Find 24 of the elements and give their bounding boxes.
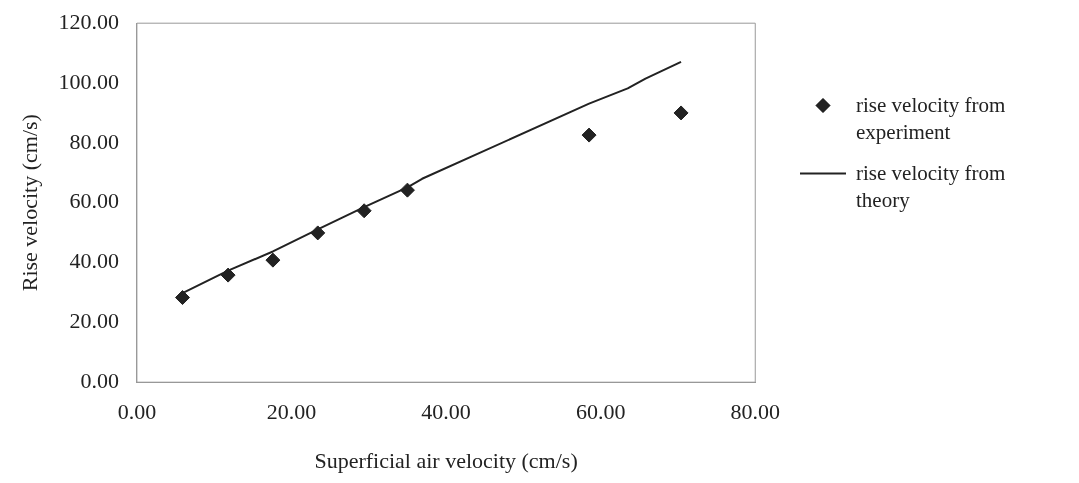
point (220, 267, 236, 283)
y-tick-label: 80.00 (69, 128, 119, 154)
x-tick-label: 0.00 (117, 399, 157, 425)
x-axis-title: Superficial air velocity (cm/s) (314, 447, 578, 473)
y-axis-title: Rise velocity (cm/s) (16, 114, 42, 292)
x-tick-label: 60.00 (575, 399, 626, 425)
y-tick-label: 120.00 (58, 8, 119, 34)
x-tick-label: 40.00 (421, 399, 471, 425)
point (265, 252, 281, 268)
point (581, 127, 597, 143)
point (356, 203, 372, 219)
point (399, 182, 415, 198)
legend-label: rise velocity from experiment (855, 92, 1007, 146)
y-tick-label: 20.00 (69, 308, 119, 334)
x-tick-label: 20.00 (266, 399, 317, 425)
legend-label: rise velocity from theory (855, 160, 1007, 214)
point (310, 225, 326, 241)
y-tick-label: 40.00 (69, 248, 119, 274)
point (673, 105, 689, 121)
y-tick-label: 100.00 (58, 68, 119, 94)
point (175, 290, 190, 306)
y-tick-label: 60.00 (69, 188, 119, 214)
y-tick-label: 0.00 (80, 367, 119, 393)
x-tick-label: 80.00 (730, 399, 780, 425)
